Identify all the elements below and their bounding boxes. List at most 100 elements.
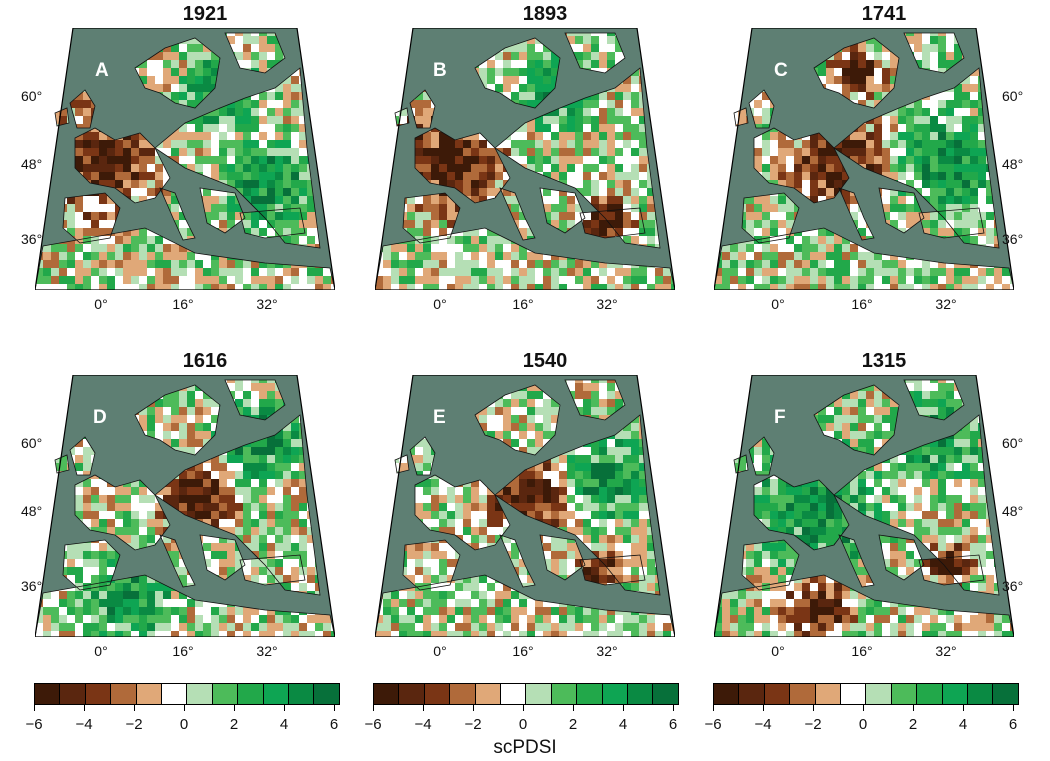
lat-label: 60° (1002, 88, 1024, 104)
colorbar-tick-label: −2 (804, 716, 822, 733)
colorbar-tick-label: 6 (668, 716, 678, 733)
colorbar-tick-label: −2 (464, 716, 482, 733)
country-border (579, 554, 646, 586)
colorbar-tick-label: 4 (618, 716, 628, 733)
colorbar-cell (450, 684, 476, 704)
colorbar-cell (161, 684, 188, 704)
colorbar-tick-label: −4 (754, 716, 772, 733)
map-frame (375, 375, 675, 637)
colorbar-tick-label: 6 (329, 716, 339, 733)
country-border (833, 67, 1000, 249)
colorbar-cell (500, 684, 527, 704)
lat-label: 36° (21, 231, 43, 247)
colorbar-tick-mark (284, 705, 285, 711)
lon-label: 32° (256, 643, 278, 659)
colorbar-label: scPDSI (493, 737, 557, 758)
colorbar-swatches (373, 683, 679, 705)
colorbar-cell (866, 684, 892, 704)
map-frame (35, 28, 335, 290)
colorbar-swatches (713, 683, 1019, 705)
country-border (494, 67, 661, 249)
colorbar-tick-label: 2 (229, 716, 239, 733)
colorbar-cell (714, 684, 740, 704)
panel-year: 1540 (522, 350, 568, 372)
country-border (134, 37, 221, 109)
map-frame (714, 375, 1014, 637)
country-border (918, 554, 985, 586)
colorbar-cell (399, 684, 425, 704)
country-border (402, 192, 461, 244)
lon-label: 32° (935, 296, 957, 312)
country-border (54, 454, 70, 474)
colorbar: −6 −4 −2 0 2 4 6 (364, 683, 679, 733)
country-border (154, 67, 321, 249)
country-border (375, 227, 675, 290)
panel-letter: D (93, 407, 107, 428)
panel-letter: B (433, 60, 447, 81)
country-border (903, 379, 965, 421)
colorbar-tick-label: −6 (25, 716, 43, 733)
country-border (35, 574, 335, 637)
map-frame (35, 375, 335, 637)
panel-year: 1893 (522, 3, 568, 25)
country-border (878, 187, 925, 234)
colorbar-tick-mark (623, 705, 624, 711)
colorbar-cell (111, 684, 137, 704)
country-border (69, 436, 96, 476)
colorbar-cell (602, 684, 628, 704)
lat-label: 60° (1002, 435, 1024, 451)
colorbar-tick-mark (373, 705, 374, 711)
country-border (134, 384, 221, 456)
lon-label: 0° (94, 643, 108, 659)
lat-label: 48° (21, 156, 43, 172)
country-border (753, 474, 850, 551)
country-border (159, 534, 196, 588)
panel-e: 1540 E 0° 16° 32° (375, 349, 715, 694)
panel-year: 1921 (182, 3, 228, 25)
country-border (813, 384, 900, 456)
colorbar-tick-mark (34, 705, 35, 711)
country-border (199, 187, 246, 234)
country-border (74, 474, 171, 551)
colorbar-cell (764, 684, 791, 704)
colorbar-cell (475, 684, 501, 704)
country-border (409, 89, 436, 129)
country-border (54, 107, 70, 127)
country-border (224, 32, 286, 74)
map-panel (375, 375, 675, 637)
colorbar-tick-mark (84, 705, 85, 711)
country-border (62, 192, 121, 244)
lon-label: 16° (512, 296, 534, 312)
map-panel (35, 375, 335, 637)
panel-year: 1616 (182, 350, 228, 372)
lat-label: 48° (1002, 156, 1024, 172)
country-border (414, 127, 511, 204)
lon-label: 0° (771, 296, 785, 312)
colorbar-tick-label: 2 (568, 716, 578, 733)
country-border (539, 187, 586, 234)
country-border (474, 384, 561, 456)
panel-d: 1616 D 60° 48° 36° 0° 16° 32° (21, 349, 375, 694)
panel-letter: E (433, 407, 446, 428)
colorbar-cell (942, 684, 968, 704)
colorbar-cell (840, 684, 867, 704)
lon-label: 32° (256, 296, 278, 312)
colorbar-cell (288, 684, 315, 704)
colorbar-tick-label: −6 (704, 716, 722, 733)
lon-label: 32° (596, 643, 618, 659)
colorbar-tick-mark (673, 705, 674, 711)
country-border (474, 37, 561, 109)
country-border (239, 554, 306, 586)
colorbar-tick-mark (713, 705, 714, 711)
country-border (753, 127, 850, 204)
colorbar-tick-mark (863, 705, 864, 711)
colorbar-tick-mark (1013, 705, 1014, 711)
colorbar-cell (85, 684, 112, 704)
lat-label: 60° (21, 435, 43, 451)
colorbar-cell (967, 684, 994, 704)
colorbar-cell (653, 684, 678, 704)
panel-year: 1741 (861, 3, 907, 25)
colorbar-cell (314, 684, 339, 704)
lat-label: 36° (1002, 578, 1024, 594)
panel-letter: F (774, 407, 786, 428)
